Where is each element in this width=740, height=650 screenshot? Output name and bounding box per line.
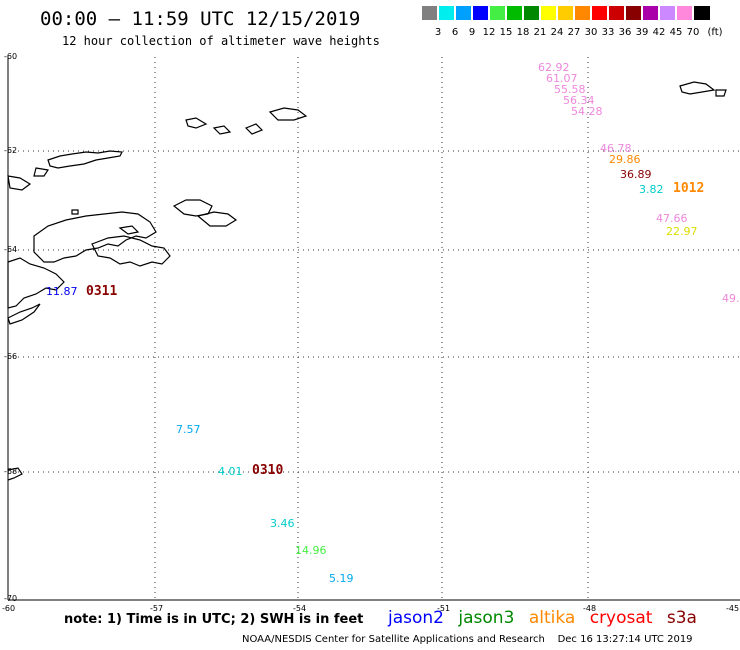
legend-swatch: [694, 6, 710, 20]
legend-label: 70: [686, 27, 700, 38]
pass-time-label: 1012: [673, 181, 705, 196]
swh-observation: 49.: [722, 292, 740, 305]
legend-label: 21: [533, 27, 547, 38]
legend-label: 30: [584, 27, 598, 38]
legend-label: 18: [516, 27, 530, 38]
legend-label: 42: [652, 27, 666, 38]
graticule: [8, 57, 740, 600]
legend-label: 27: [567, 27, 581, 38]
lat-label: -62: [4, 146, 18, 155]
swh-observation: 14.96: [295, 544, 327, 557]
legend-swatch: [558, 6, 573, 20]
map-title: 00:00 – 11:59 UTC 12/15/2019: [40, 8, 361, 30]
swh-observation: 46.78: [600, 142, 632, 155]
lat-label: -66: [4, 352, 18, 361]
map-subtitle: 12 hour collection of altimeter wave hei…: [62, 34, 380, 48]
legend-swatch: [439, 6, 454, 20]
legend-swatch: [609, 6, 624, 20]
map-border: [7, 57, 740, 601]
lat-label: -64: [4, 245, 18, 254]
lon-label: -45: [726, 604, 740, 613]
legend-label: 36: [618, 27, 632, 38]
swh-observation: 47.66: [656, 212, 688, 225]
legend-swatch: [660, 6, 675, 20]
pass-time-label: 0310: [252, 463, 284, 478]
legend-swatch: [473, 6, 488, 20]
legend-label: 15: [499, 27, 513, 38]
satellite-name: cryosat: [589, 608, 653, 628]
legend-swatch: [575, 6, 590, 20]
swh-observation: 62.92: [538, 61, 570, 74]
credit-line: NOAA/NESDIS Center for Satellite Applica…: [242, 634, 693, 645]
legend-swatch: [592, 6, 607, 20]
legend-label: 33: [601, 27, 615, 38]
legend-swatch: [524, 6, 539, 20]
legend-swatch: [626, 6, 641, 20]
legend-label: 45: [669, 27, 683, 38]
lon-label: -48: [583, 604, 597, 613]
swh-observation: 3.46: [270, 517, 295, 530]
legend-label: 6: [451, 27, 459, 38]
legend-label: 39: [635, 27, 649, 38]
swh-observation: 3.82: [639, 183, 664, 196]
units-note: note: 1) Time is in UTC; 2) SWH is in fe…: [64, 612, 364, 627]
lat-label: -60: [4, 52, 18, 61]
swh-observation: 61.07: [546, 72, 578, 85]
legend-label: 12: [482, 27, 496, 38]
swh-observation: 29.86: [609, 153, 641, 166]
legend-swatch: [422, 6, 437, 20]
swh-observation: 54.28: [571, 105, 603, 118]
swh-observation: 56.34: [563, 94, 595, 107]
swh-observation: 5.19: [329, 572, 354, 585]
lon-label: -54: [293, 604, 307, 613]
legend-swatch: [677, 6, 692, 20]
swh-observation: 22.97: [666, 225, 698, 238]
satellite-name: altika: [528, 608, 576, 628]
legend-swatch: [456, 6, 471, 20]
legend-swatch: [490, 6, 505, 20]
satellite-name: jason3: [458, 608, 515, 628]
legend-label: 24: [550, 27, 564, 38]
lat-label: -70: [4, 594, 18, 603]
lat-label: -68: [4, 467, 18, 476]
satellite-name: s3a: [666, 608, 697, 628]
legend-label: 9: [468, 27, 476, 38]
pass-time-label: 0311: [86, 284, 118, 299]
legend-unit: (ft): [707, 27, 723, 38]
lon-label: -60: [2, 604, 16, 613]
satellite-name: jason2: [388, 608, 444, 628]
swh-observation: 36.89: [620, 168, 652, 181]
swh-observation: 55.58: [554, 83, 586, 96]
legend-swatch: [507, 6, 522, 20]
satellite-legend: jason2 jason3 altika cryosat s3a: [388, 608, 706, 628]
legend-swatch: [643, 6, 658, 20]
swh-observation: 7.57: [176, 423, 201, 436]
legend-label: 3: [434, 27, 442, 38]
coastline: [7, 81, 727, 481]
swh-observation: 4.01: [218, 465, 243, 478]
legend-swatch: [541, 6, 556, 20]
lon-label: -57: [150, 604, 164, 613]
swh-observation: 11.87: [46, 285, 78, 298]
lon-label: -51: [437, 604, 451, 613]
